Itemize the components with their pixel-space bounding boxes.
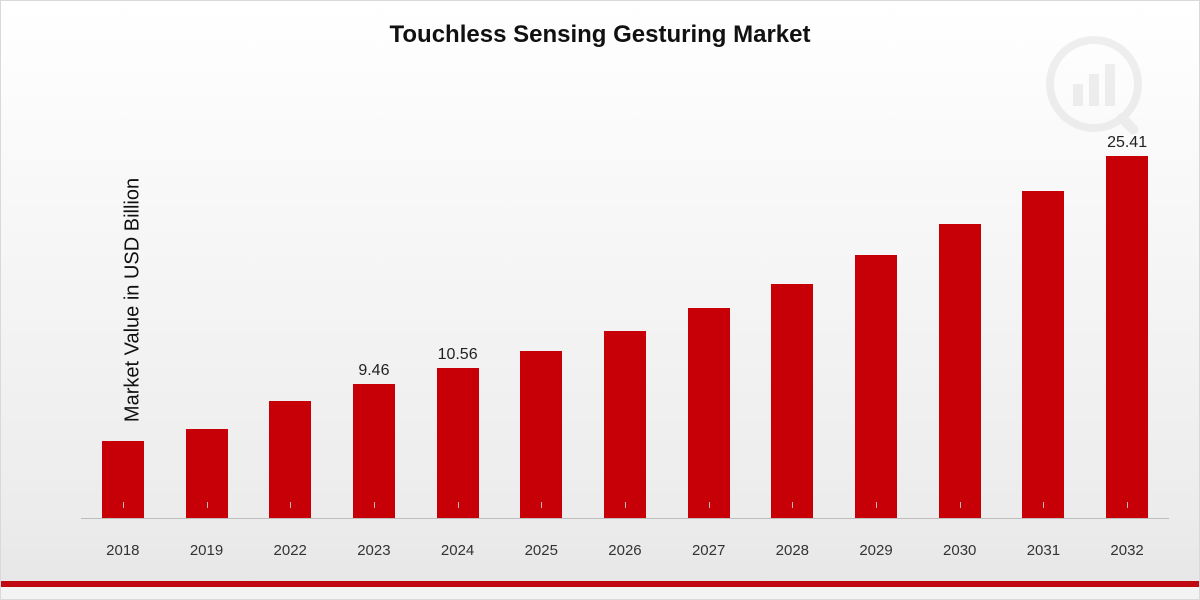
bar bbox=[353, 384, 395, 519]
bar-slot bbox=[583, 91, 667, 519]
x-tick-label: 2019 bbox=[165, 542, 249, 559]
chart-container: Touchless Sensing Gesturing Market Marke… bbox=[0, 0, 1200, 600]
bar bbox=[771, 284, 813, 519]
x-tick-label: 2029 bbox=[834, 542, 918, 559]
x-axis-ticks: 2018201920222023202420252026202720282029… bbox=[81, 542, 1169, 559]
bar-slot bbox=[1002, 91, 1086, 519]
bar-slot bbox=[918, 91, 1002, 519]
x-axis-baseline bbox=[81, 518, 1169, 519]
bar bbox=[520, 351, 562, 519]
bar-slot bbox=[499, 91, 583, 519]
x-tick-label: 2022 bbox=[248, 542, 332, 559]
plot-area: 9.46 10.56 25.41 bbox=[81, 91, 1169, 519]
x-tick-label: 2018 bbox=[81, 542, 165, 559]
x-tick-label: 2028 bbox=[751, 542, 835, 559]
bar-slot: 10.56 bbox=[416, 91, 500, 519]
bar-slot bbox=[667, 91, 751, 519]
bar bbox=[939, 224, 981, 519]
chart-title: Touchless Sensing Gesturing Market bbox=[1, 21, 1199, 49]
x-tick-label: 2023 bbox=[332, 542, 416, 559]
bar-slot bbox=[751, 91, 835, 519]
bar-slot: 25.41 bbox=[1085, 91, 1169, 519]
bar-slot bbox=[834, 91, 918, 519]
footer-fade bbox=[1, 587, 1199, 599]
bar bbox=[855, 255, 897, 519]
bars-group: 9.46 10.56 25.41 bbox=[81, 91, 1169, 519]
x-tick-label: 2026 bbox=[583, 542, 667, 559]
bar-slot bbox=[248, 91, 332, 519]
x-tick-label: 2030 bbox=[918, 542, 1002, 559]
bar-slot bbox=[81, 91, 165, 519]
x-tick-label: 2031 bbox=[1002, 542, 1086, 559]
bar-value-label: 25.41 bbox=[1107, 134, 1147, 152]
bar-slot bbox=[165, 91, 249, 519]
bar bbox=[604, 331, 646, 519]
x-tick-label: 2032 bbox=[1085, 542, 1169, 559]
x-tick-label: 2027 bbox=[667, 542, 751, 559]
footer-strip bbox=[1, 581, 1199, 587]
bar-value-label: 9.46 bbox=[358, 362, 389, 380]
bar bbox=[437, 368, 479, 519]
bar-slot: 9.46 bbox=[332, 91, 416, 519]
bar bbox=[1106, 156, 1148, 519]
bar-value-label: 10.56 bbox=[438, 346, 478, 364]
x-tick-label: 2025 bbox=[499, 542, 583, 559]
bar bbox=[688, 308, 730, 519]
bar bbox=[1022, 191, 1064, 519]
x-tick-label: 2024 bbox=[416, 542, 500, 559]
